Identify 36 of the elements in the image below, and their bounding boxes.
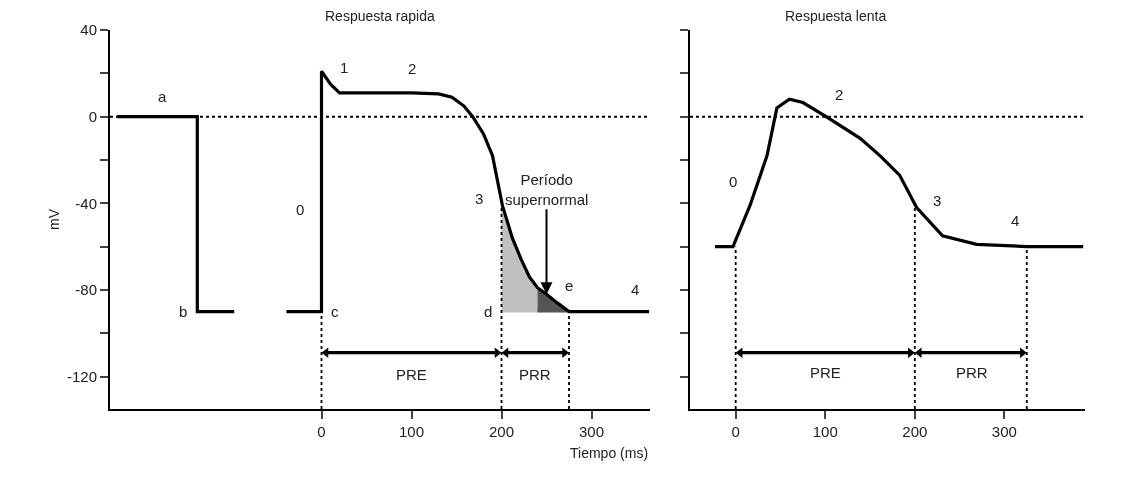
y-tick-label: -120 [66,367,97,385]
annotation: Período supernormal [505,171,589,208]
annotation: b [179,303,188,320]
y-tick-label: 0 [88,107,97,125]
annotation: 0 [296,201,305,218]
annotation: 3 [933,192,942,209]
x-tick-label: 300 [578,423,605,440]
annotation: PRE [810,364,841,381]
x-tick-label: 200 [902,423,928,440]
x-tick-label: 0 [317,423,326,440]
x-tick-label: 200 [488,423,515,440]
x-tick-label: 0 [731,423,740,440]
annotation: e [565,277,574,294]
y-tick-label: -40 [75,194,97,212]
x-tick-label: 100 [398,423,425,440]
annotation: c [331,303,339,320]
y-tick-label: -80 [75,281,97,299]
x-tick-label: 300 [991,423,1017,440]
annotation: 2 [835,86,844,103]
y-axis-title: mV [46,208,63,230]
annotation: 4 [631,281,640,298]
annotation: PRR [519,366,551,383]
annotation: 3 [475,190,484,207]
chart-title: Respuesta lenta [785,8,887,24]
annotation: 4 [1011,212,1020,229]
annotation: a [158,88,167,105]
annotation: 2 [408,60,417,77]
x-tick-label: 100 [812,423,838,440]
annotation: 0 [729,173,738,190]
annotation: PRE [396,366,427,383]
y-tick-label: 40 [80,21,97,39]
annotation: d [484,303,493,320]
annotation: PRR [956,364,988,381]
chart-title: Respuesta rapida [325,8,435,24]
x-axis-title: Tiempo (ms) [570,445,649,461]
annotation: 1 [340,59,349,76]
